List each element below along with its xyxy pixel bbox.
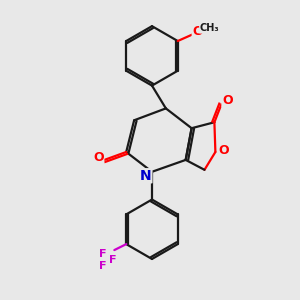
- Text: F: F: [99, 261, 106, 271]
- Text: F: F: [99, 249, 106, 259]
- Text: O: O: [222, 94, 232, 107]
- Text: O: O: [218, 143, 229, 157]
- Text: F: F: [109, 255, 116, 265]
- Text: CH₃: CH₃: [200, 23, 219, 33]
- Text: O: O: [93, 152, 104, 164]
- Text: N: N: [140, 169, 152, 183]
- Text: O: O: [192, 25, 203, 38]
